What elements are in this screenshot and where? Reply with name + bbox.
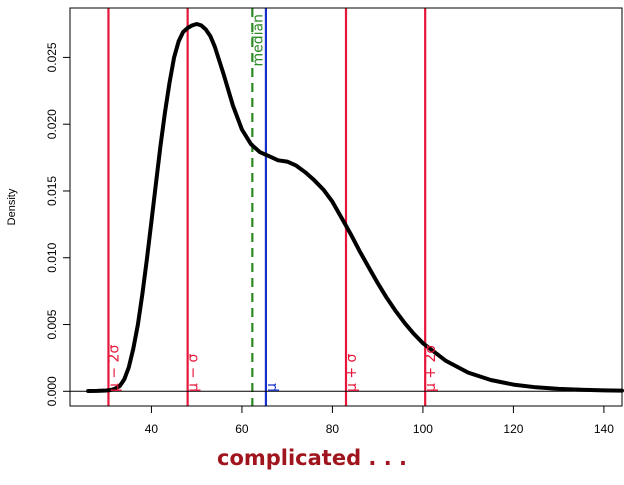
x-tick-label-2: 80 bbox=[326, 422, 340, 436]
x-tick-label-3: 100 bbox=[413, 422, 433, 436]
reference-line-label-3: μ bbox=[264, 383, 280, 392]
reference-lines bbox=[107, 8, 427, 406]
density-curve-0 bbox=[86, 22, 624, 393]
slide-caption: complicated . . . bbox=[217, 446, 407, 470]
y-axis-title: Density bbox=[6, 188, 18, 225]
y-tick-label-1: 0.005 bbox=[45, 309, 59, 339]
density-series bbox=[86, 22, 624, 393]
x-tick-label-5: 140 bbox=[594, 422, 614, 436]
reference-line-label-2: median bbox=[250, 14, 266, 66]
reference-line-label-0: μ − 2σ bbox=[106, 345, 122, 392]
reference-line-label-4: μ + σ bbox=[344, 353, 360, 392]
reference-line-label-1: μ − σ bbox=[186, 353, 202, 392]
x-tick-label-1: 60 bbox=[235, 422, 249, 436]
reference-line-labels: μ − 2σ μ − σ median μ μ + σ μ + 2σ bbox=[106, 14, 439, 392]
plot-frame bbox=[69, 7, 623, 407]
y-tick-label-3: 0.015 bbox=[45, 176, 59, 206]
y-tick-label-0: 0.000 bbox=[45, 376, 59, 406]
y-tick-label-5: 0.025 bbox=[45, 42, 59, 72]
axes: 40 60 80 100 120 140 0.000 0.005 0.010 0.015 0.020… bbox=[6, 7, 623, 436]
x-tick-label-4: 120 bbox=[503, 422, 523, 436]
y-tick-label-2: 0.010 bbox=[45, 242, 59, 272]
reference-line-label-5: μ + 2σ bbox=[423, 345, 439, 392]
density-chart: μ − 2σ μ − σ median μ μ + σ μ + 2σ 40 60 80 100 1… bbox=[6, 7, 624, 436]
y-tick-label-4: 0.020 bbox=[45, 109, 59, 139]
x-tick-label-0: 40 bbox=[145, 422, 159, 436]
